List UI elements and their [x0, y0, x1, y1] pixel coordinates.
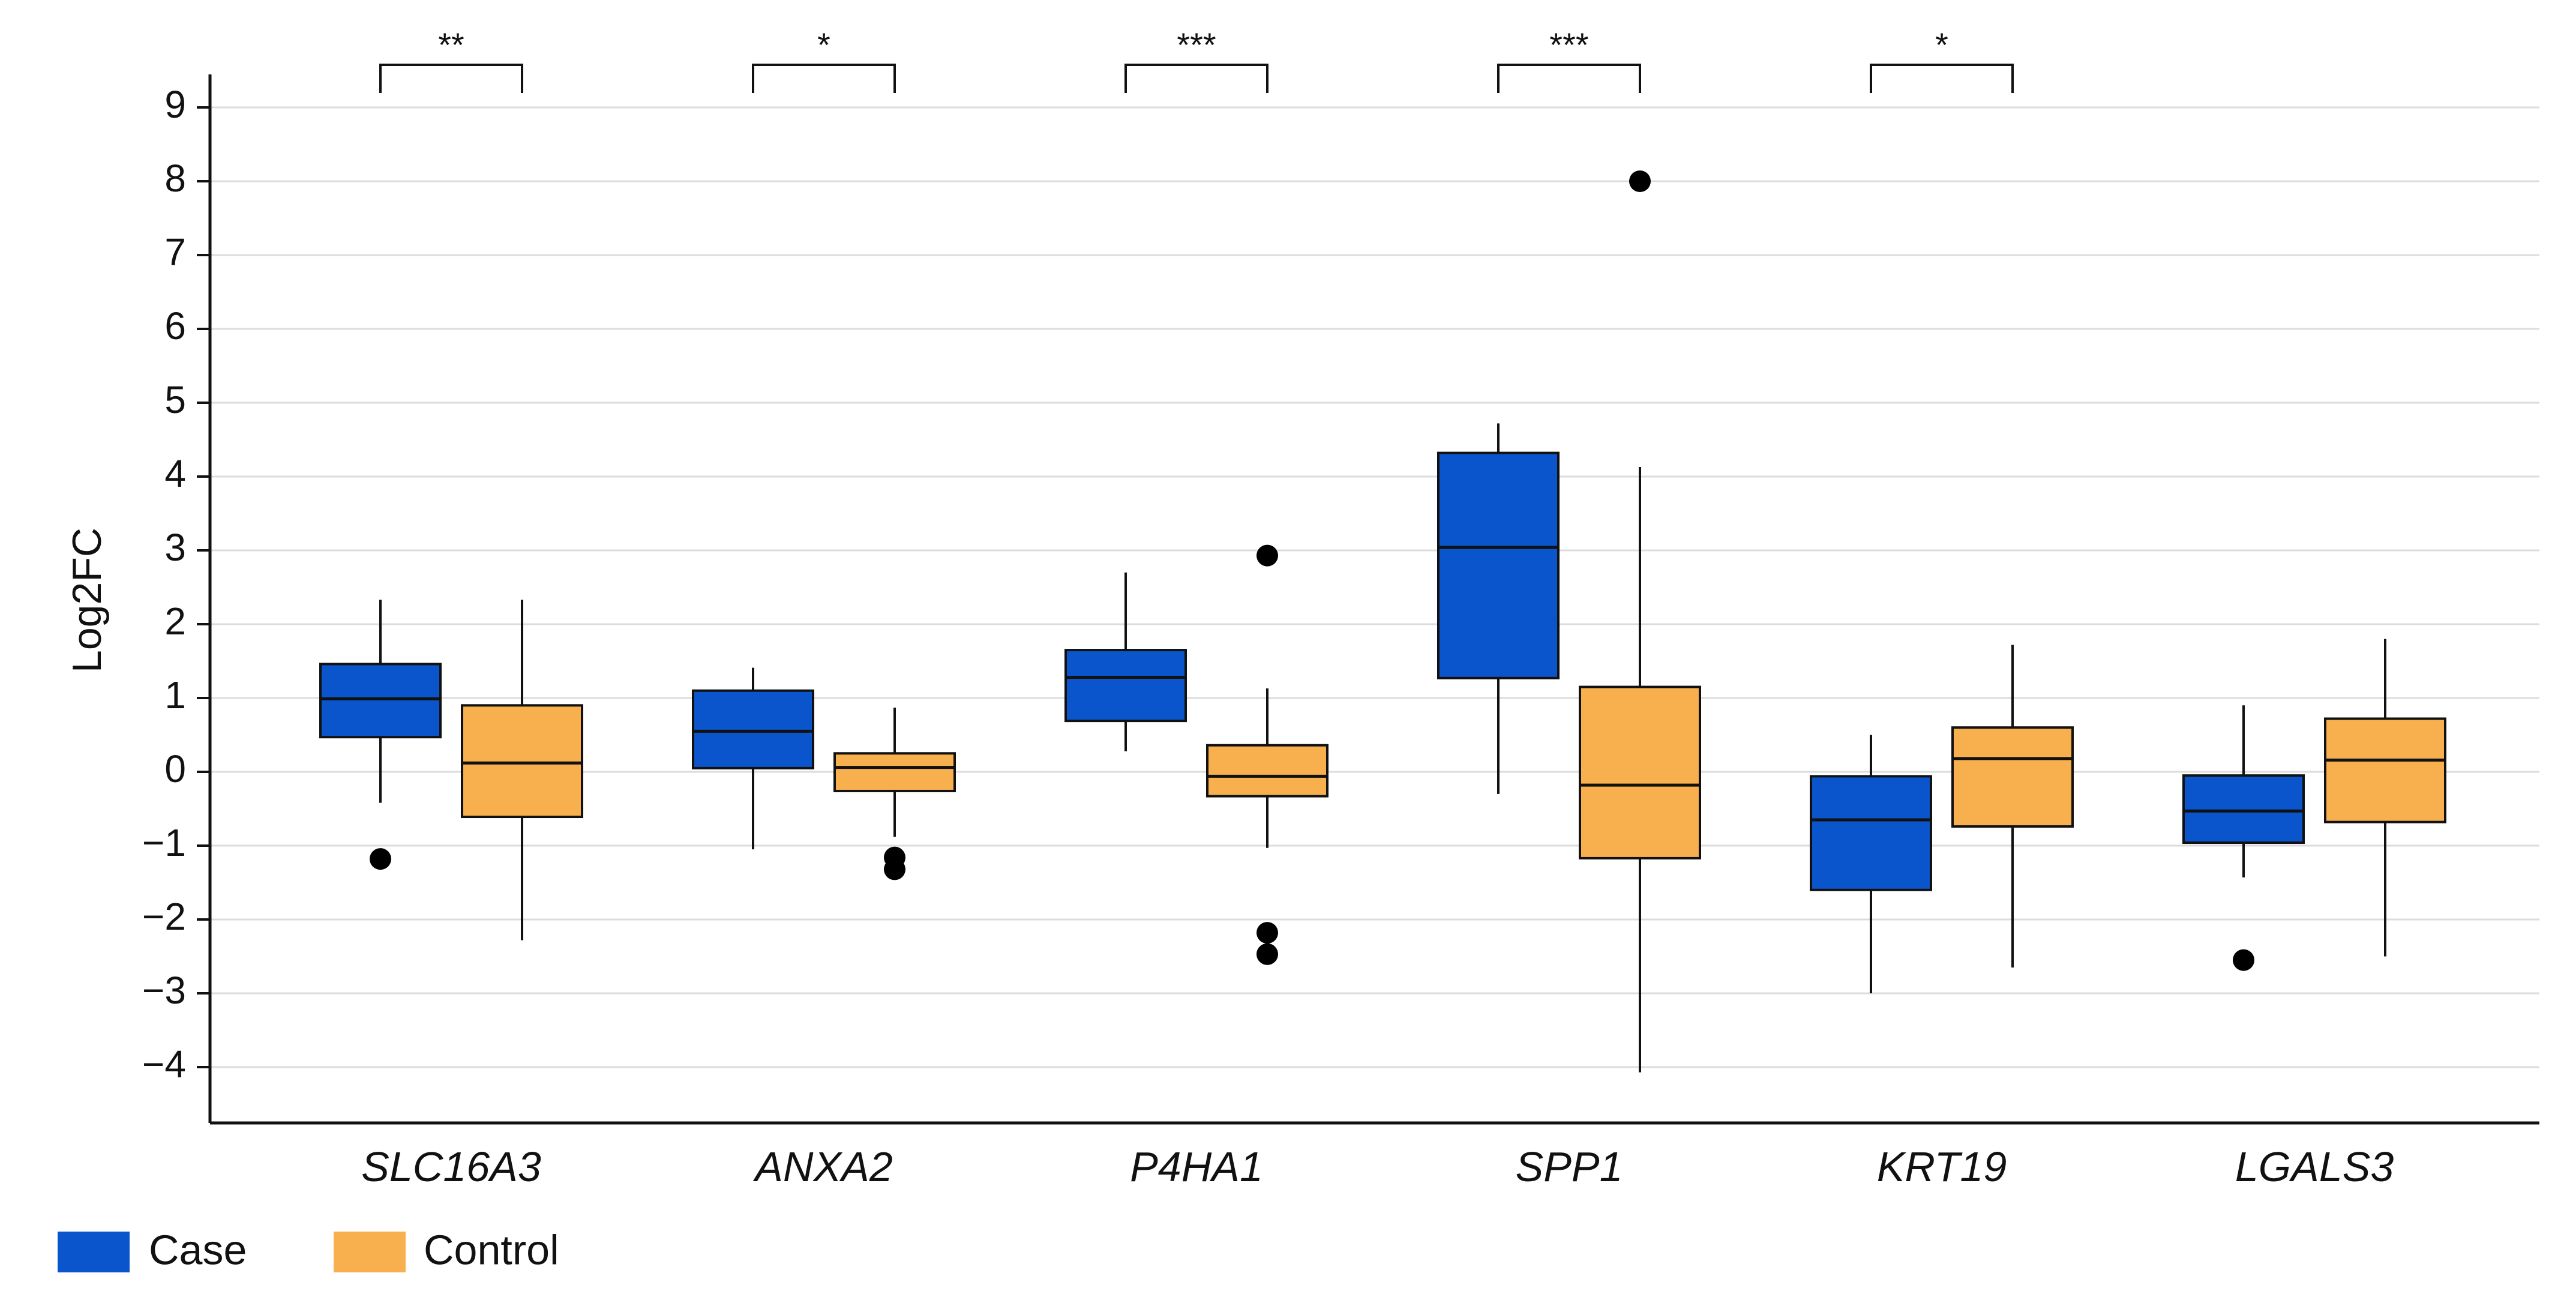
significance-slc16a3: **	[379, 26, 523, 93]
y-tick-label: 8	[164, 157, 186, 200]
significance-label: **	[438, 26, 464, 64]
significance-bracket	[1124, 64, 1268, 93]
box-case-spp1	[1437, 423, 1560, 794]
significance-spp1: ***	[1497, 26, 1641, 93]
y-tick-label: 2	[164, 600, 186, 643]
y-tick-label: 6	[164, 304, 186, 348]
y-axis-title: Log2FC	[64, 528, 110, 673]
boxes	[319, 170, 2446, 1073]
significance-label: ***	[1177, 26, 1216, 64]
y-tick-label: 1	[164, 673, 186, 717]
significance-bracket	[1497, 64, 1641, 93]
x-category-label: P4HA1	[1130, 1143, 1263, 1190]
category-labels: SLC16A3 ANXA2 P4HA1 SPP1 KRT19 LGALS3	[361, 1143, 2394, 1190]
legend-swatch	[58, 1232, 130, 1272]
outlier-point	[1256, 544, 1278, 567]
x-category-label: SPP1	[1516, 1143, 1623, 1190]
y-tick-label: 5	[164, 378, 186, 421]
y-tick-label: −2	[142, 895, 186, 938]
legend-item-case: Case	[58, 1226, 247, 1273]
box-body	[692, 689, 814, 769]
outlier-point	[370, 848, 391, 870]
x-category-label: SLC16A3	[361, 1143, 541, 1190]
box-body	[1951, 726, 2074, 828]
legend-label: Case	[149, 1226, 247, 1273]
box-control-spp1	[1579, 170, 1701, 1073]
box-body	[1579, 685, 1701, 859]
y-axis-ticks: −4 −3 −2 −1 0 1 2 3 4 5 6 7 8 9	[142, 83, 210, 1086]
box-body	[319, 663, 442, 739]
axes	[208, 74, 2539, 1125]
box-case-krt19	[1810, 735, 1932, 993]
legend-item-control: Control	[334, 1226, 559, 1273]
outlier-point	[1629, 170, 1651, 192]
significance-anxa2: *	[752, 26, 896, 93]
legend: Case Control	[58, 1226, 559, 1273]
box-case-anxa2	[692, 667, 814, 850]
box-control-slc16a3	[461, 600, 583, 940]
outlier-point	[1256, 943, 1278, 965]
significance-p4ha1: ***	[1124, 26, 1268, 93]
box-body	[2324, 717, 2446, 823]
significance-label: *	[1935, 26, 1948, 64]
legend-label: Control	[424, 1226, 559, 1273]
box-body	[2182, 774, 2305, 844]
box-body	[461, 704, 583, 819]
legend-swatch	[334, 1232, 406, 1272]
box-control-krt19	[1951, 645, 2074, 967]
y-tick-label: 4	[164, 452, 186, 495]
significance-bracket	[379, 64, 523, 93]
y-tick-label: −4	[142, 1043, 186, 1086]
box-body	[833, 752, 956, 792]
box-body	[1064, 649, 1187, 723]
box-control-lgals3	[2324, 639, 2446, 957]
outlier-point	[884, 858, 905, 880]
box-body	[1810, 775, 1932, 891]
outlier-point	[2233, 949, 2254, 971]
box-case-p4ha1	[1064, 572, 1187, 751]
significance-krt19: *	[1870, 26, 2014, 93]
box-control-p4ha1	[1206, 544, 1329, 965]
significance-brackets: ** * *** *** *	[379, 26, 2014, 93]
box-body	[1206, 744, 1329, 798]
y-tick-label: 9	[164, 83, 186, 126]
x-category-label: KRT19	[1877, 1143, 2007, 1190]
significance-label: *	[817, 26, 830, 64]
gridlines	[210, 106, 2539, 1068]
y-tick-label: 3	[164, 526, 186, 569]
box-case-lgals3	[2182, 705, 2305, 971]
box-case-slc16a3	[319, 600, 442, 870]
y-tick-label: −1	[142, 821, 186, 864]
significance-bracket	[1870, 64, 2014, 93]
outlier-point	[1256, 922, 1278, 944]
y-tick-label: −3	[142, 969, 186, 1012]
significance-bracket	[752, 64, 896, 93]
y-tick-label: 7	[164, 230, 186, 274]
x-category-label: LGALS3	[2235, 1143, 2394, 1190]
significance-label: ***	[1549, 26, 1588, 64]
x-category-label: ANXA2	[752, 1143, 893, 1190]
box-body	[1437, 451, 1560, 679]
y-tick-label: 0	[164, 747, 186, 790]
box-control-anxa2	[833, 707, 956, 880]
